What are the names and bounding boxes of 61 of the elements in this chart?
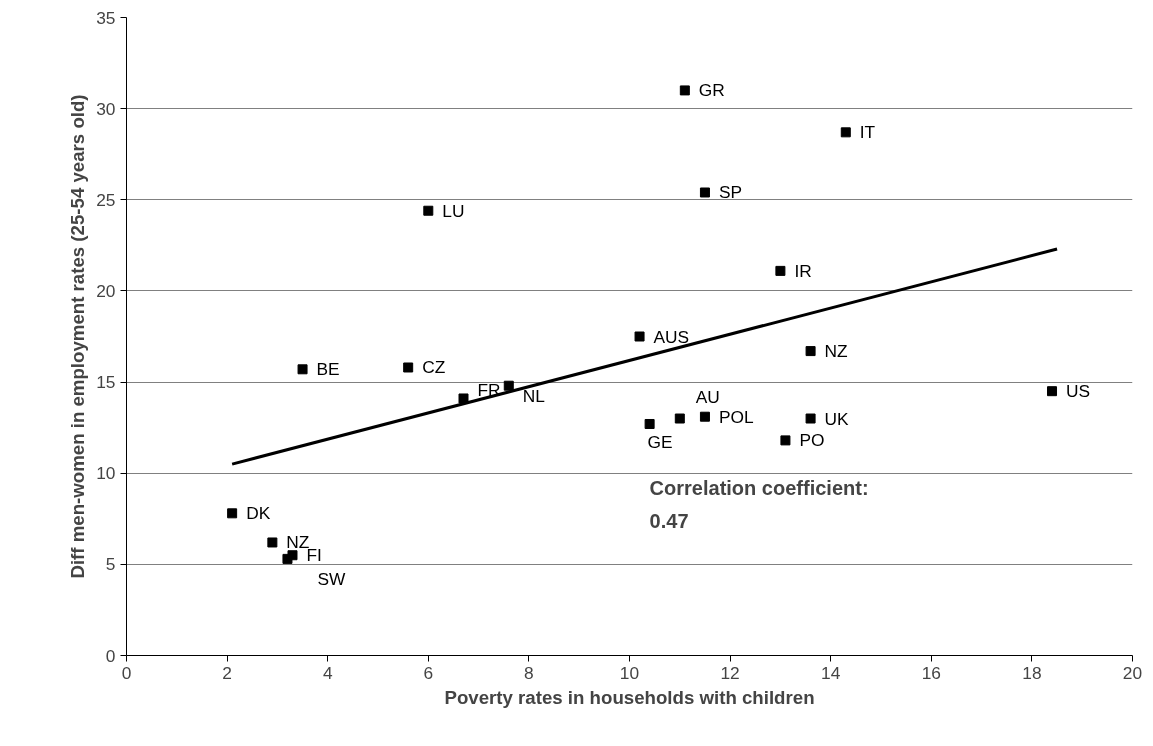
y-tick-label: 5 <box>105 554 116 575</box>
y-tick-label: 20 <box>96 280 116 301</box>
data-label: NL <box>522 385 546 406</box>
x-tick-label: 20 <box>1122 662 1143 683</box>
point <box>699 411 710 422</box>
data-label: US <box>1066 381 1091 402</box>
y-tick-label: 15 <box>96 372 116 393</box>
point <box>805 413 816 424</box>
data-label: CZ <box>422 357 446 378</box>
x-tick-label: 10 <box>619 662 640 683</box>
x-axis-title: Poverty rates in households with children <box>444 686 815 708</box>
data-label: LU <box>442 200 465 221</box>
x-tick-label: 6 <box>423 662 434 683</box>
data-label: SP <box>718 182 743 203</box>
x-tick-label: 18 <box>1022 662 1042 683</box>
point <box>423 205 434 216</box>
y-tick-label: 10 <box>96 463 116 484</box>
data-label: DK <box>246 503 271 524</box>
x-tick-label: 8 <box>524 662 534 683</box>
data-label: NZ <box>824 341 849 362</box>
point <box>679 85 690 96</box>
point <box>699 187 710 198</box>
point <box>634 331 645 342</box>
data-label: BE <box>316 359 340 380</box>
point <box>267 537 278 548</box>
data-label: PO <box>799 430 825 451</box>
data-label: IR <box>794 260 812 281</box>
data-label: SW <box>317 568 347 589</box>
point <box>227 508 238 519</box>
point <box>644 419 655 429</box>
data-label: FR <box>477 380 501 401</box>
y-axis-title: Diff men-women in employment rates (25-54 years old) <box>67 94 89 579</box>
x-tick-label: 16 <box>921 662 941 683</box>
data-label: GE <box>647 432 673 452</box>
y-tick-label: 25 <box>96 189 116 210</box>
annotation: Correlation coefficient: 0.47 <box>649 476 869 532</box>
data-label: AU <box>695 386 720 407</box>
data-label: AUS <box>653 326 690 347</box>
y-tick-label: 30 <box>96 98 116 119</box>
point <box>780 435 791 446</box>
data-label: POL <box>718 406 754 427</box>
y-tick-label: 35 <box>96 7 116 28</box>
data-label: UK <box>824 408 850 429</box>
point <box>458 393 469 404</box>
point <box>674 413 685 424</box>
x-tick-label: 0 <box>121 662 132 683</box>
point <box>503 380 514 391</box>
point <box>297 364 308 375</box>
x-tick-label: 12 <box>720 662 740 683</box>
y-tick-label: 0 <box>105 645 116 666</box>
point <box>840 127 851 138</box>
point <box>403 362 414 373</box>
x-tick-label: 4 <box>322 662 333 683</box>
point <box>775 265 786 276</box>
x-tick-label: 2 <box>222 662 232 683</box>
point <box>805 346 816 357</box>
data-label: IT <box>859 122 876 143</box>
point <box>287 550 298 561</box>
data-label: GR <box>698 80 725 101</box>
point <box>1047 386 1058 397</box>
x-tick-label: 14 <box>821 662 841 683</box>
